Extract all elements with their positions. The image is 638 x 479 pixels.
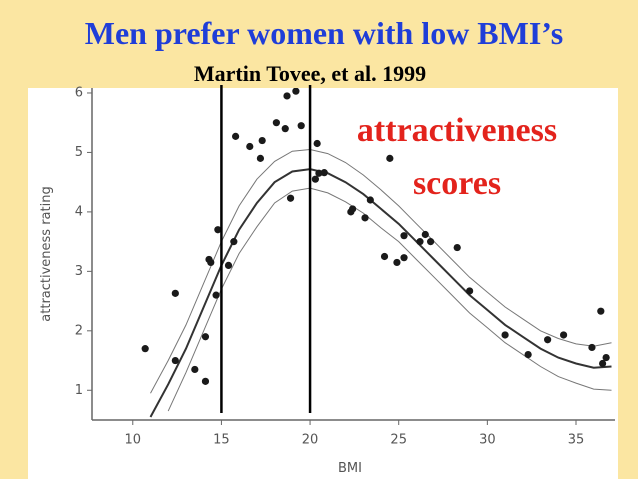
data-point — [256, 154, 265, 162]
data-point — [272, 119, 280, 127]
data-point — [207, 258, 215, 267]
data-point — [559, 331, 568, 339]
data-point — [258, 136, 266, 145]
data-point — [386, 154, 394, 162]
data-point — [421, 230, 429, 239]
data-point — [544, 336, 552, 344]
data-point — [191, 365, 199, 374]
y-tick-label: 1 — [75, 383, 83, 398]
data-point — [230, 238, 238, 246]
data-point — [602, 353, 610, 362]
data-point — [297, 122, 305, 130]
y-tick-label: 2 — [75, 323, 83, 338]
data-point — [400, 254, 408, 262]
x-tick-label: 10 — [125, 433, 142, 448]
data-point — [380, 252, 389, 261]
data-point — [201, 377, 210, 385]
data-point — [232, 132, 240, 140]
x-tick-label: 20 — [302, 433, 319, 448]
data-point — [400, 232, 408, 240]
plot-area — [141, 88, 612, 418]
data-point — [598, 359, 607, 368]
x-tick-label: 35 — [568, 433, 585, 448]
data-point — [349, 205, 357, 213]
y-tick-label: 3 — [75, 264, 83, 279]
y-tick-label: 4 — [75, 204, 83, 219]
data-point — [283, 92, 291, 100]
slide-title: Men prefer women with low BMI’s — [85, 15, 563, 51]
fit-curve — [150, 148, 612, 394]
x-tick-label: 25 — [390, 433, 407, 448]
data-point — [224, 261, 233, 270]
annotation: scores — [413, 165, 501, 202]
data-point — [311, 175, 319, 183]
data-point — [366, 196, 374, 204]
annotation: attractiveness — [357, 112, 557, 149]
data-point — [501, 331, 509, 339]
data-point — [281, 125, 289, 133]
y-axis-label: attractiveness rating — [39, 186, 54, 321]
data-point — [588, 343, 596, 352]
data-point — [393, 258, 401, 267]
y-tick-label: 6 — [75, 85, 83, 100]
data-point — [171, 356, 179, 365]
data-point — [416, 238, 424, 246]
data-point — [453, 243, 461, 252]
chart-background — [28, 88, 618, 479]
fit-curve — [167, 187, 612, 412]
data-point — [597, 307, 605, 315]
overlay — [220, 85, 312, 413]
data-point — [466, 287, 474, 295]
data-point — [313, 139, 321, 148]
slide-subtitle: Martin Tovee, et al. 1999 — [194, 61, 426, 86]
data-point — [141, 345, 149, 353]
data-point — [171, 289, 179, 297]
data-point — [315, 169, 323, 177]
data-point — [201, 333, 210, 341]
data-point — [246, 142, 254, 151]
data-point — [214, 226, 222, 234]
data-point — [427, 238, 435, 246]
data-point — [320, 169, 328, 177]
x-tick-label: 15 — [213, 433, 230, 448]
data-point — [286, 194, 295, 202]
data-point — [292, 88, 300, 95]
fit-curve — [149, 168, 612, 418]
x-tick-label: 30 — [479, 433, 496, 448]
data-point — [361, 214, 369, 222]
y-tick-label: 5 — [75, 145, 83, 160]
data-point — [212, 291, 220, 299]
x-axis-label: BMI — [338, 461, 362, 476]
data-point — [524, 350, 532, 359]
